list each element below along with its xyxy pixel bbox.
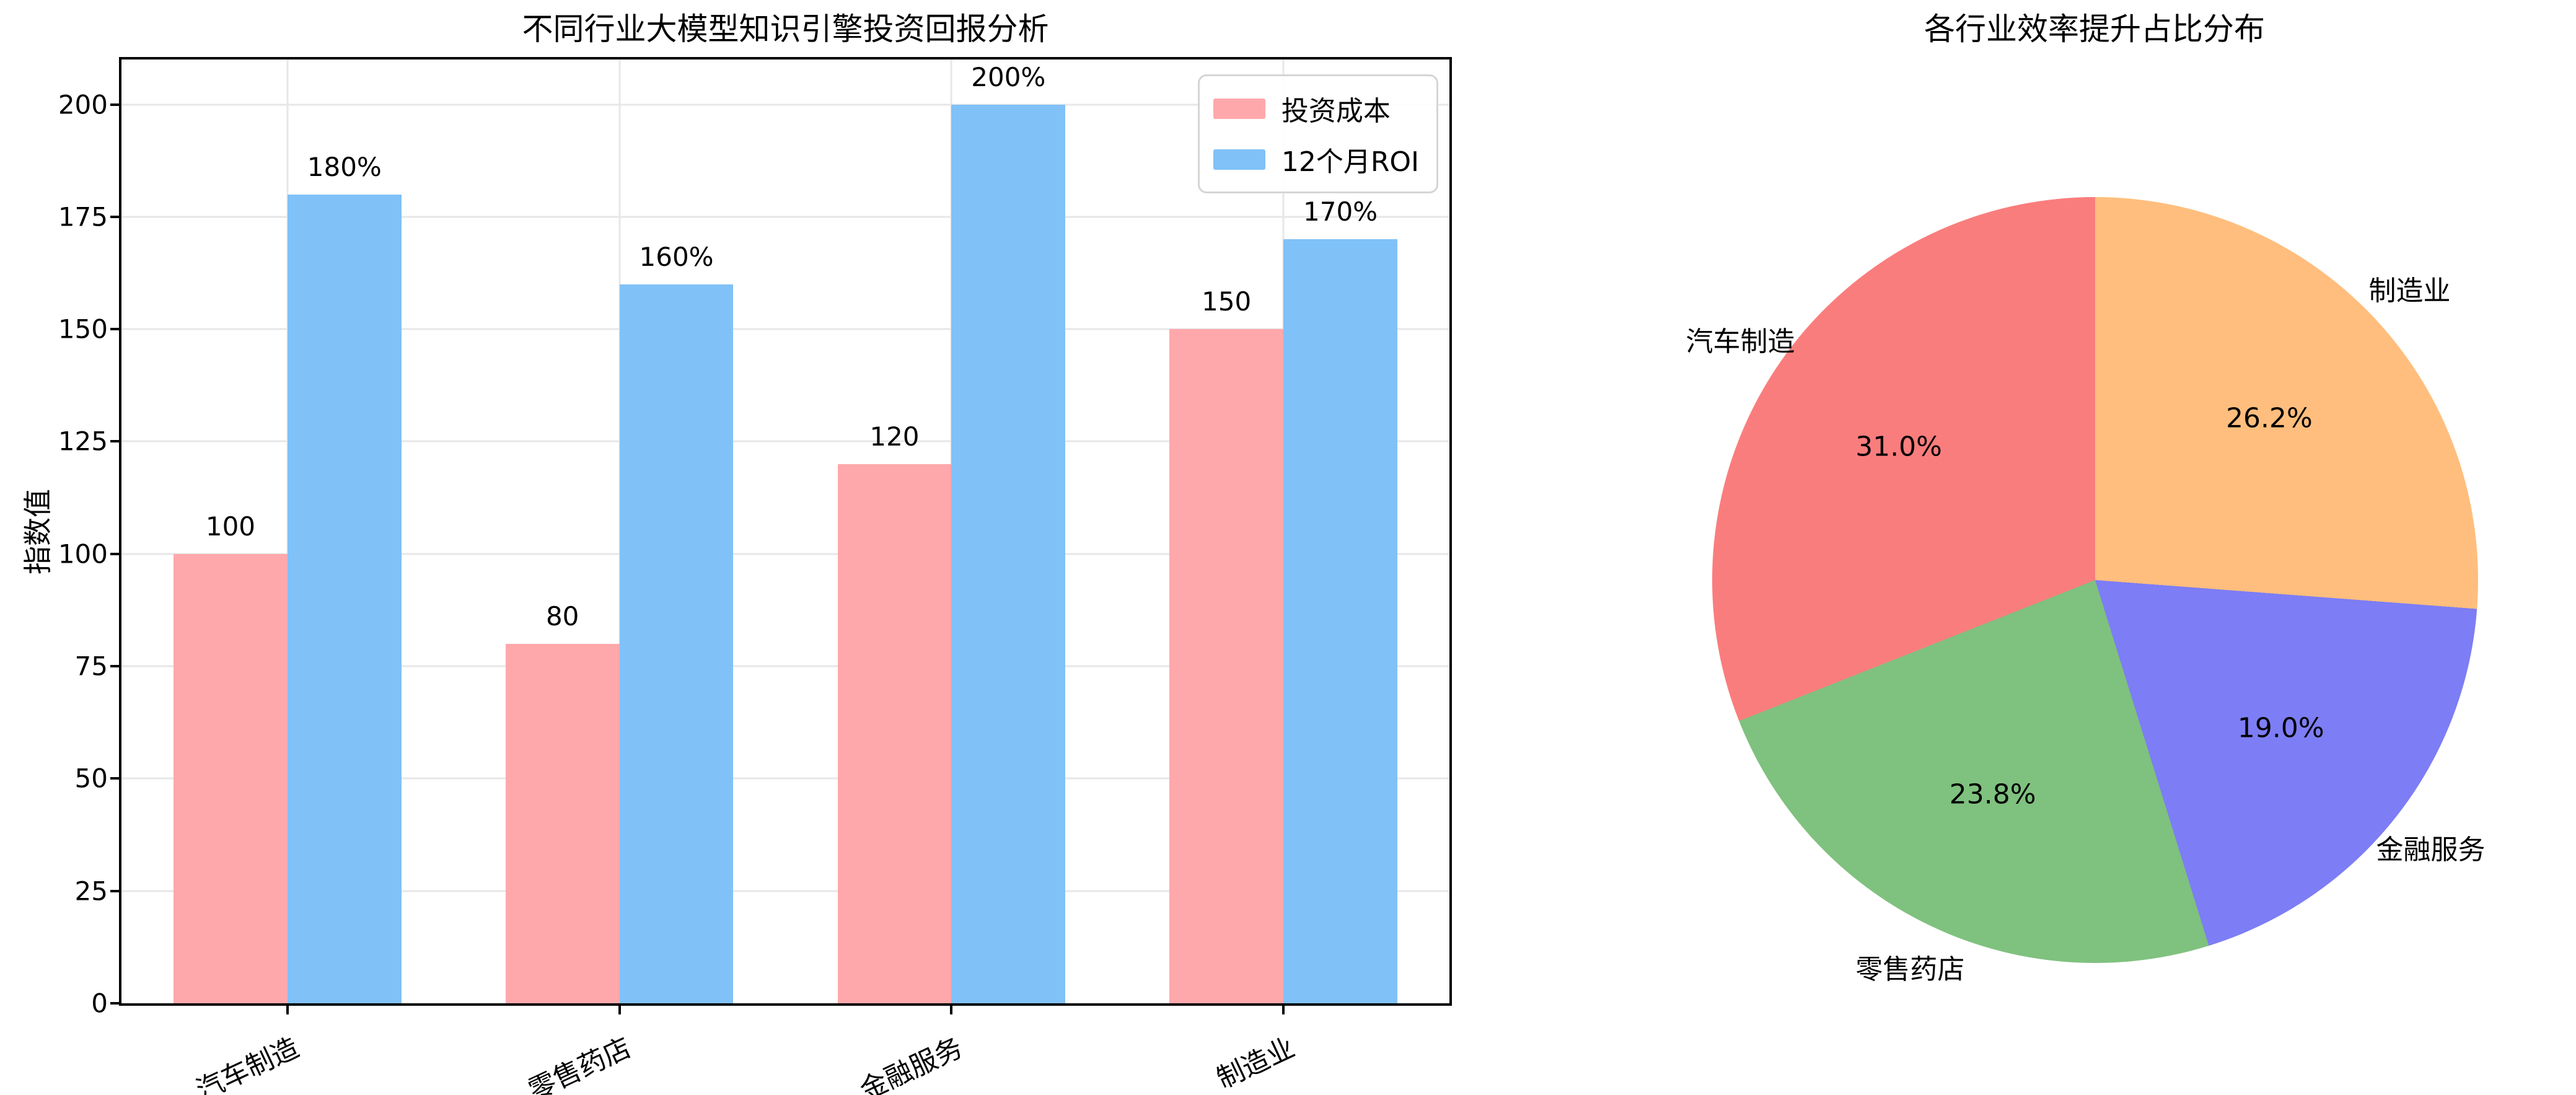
legend-item-investment-cost: 投资成本 [1213, 89, 1419, 128]
bar-cost-2 [837, 464, 952, 1003]
pie-slice-pct-label-3: 26.2% [2226, 402, 2313, 434]
pie-slice-pct-label-0: 31.0% [1855, 431, 1942, 463]
gridline-horizontal [121, 216, 1449, 218]
gridline-horizontal [121, 103, 1449, 106]
y-axis-tick-label: 75 [74, 651, 108, 682]
bar-value-label-roi-0: 180% [307, 151, 382, 182]
legend-swatch-investment-cost [1213, 98, 1265, 119]
bar-plot-area: 0 25 50 75 100 125 150 175 200 汽车制造 100 180% 零售药店 80 1… [58, 59, 1449, 1095]
gridline-horizontal [121, 777, 1449, 780]
pie-slice-label-1: 零售药店 [1855, 954, 1965, 986]
bar-value-label-roi-2: 200% [971, 61, 1046, 92]
y-axis-tick [110, 328, 121, 331]
x-axis-tick-label-3: 制造业 [1212, 1031, 1300, 1095]
bar-roi-2 [951, 104, 1066, 1003]
y-axis-tick [110, 1002, 121, 1005]
pie-chart-title: 各行业效率提升占比分布 [1924, 11, 2265, 47]
bar-value-label-cost-0: 100 [205, 511, 256, 542]
x-axis-tick-label-2: 金融服务 [855, 1031, 968, 1095]
y-axis-tick-label: 25 [74, 876, 108, 907]
y-axis-tick [110, 665, 121, 668]
y-axis-tick-label: 125 [58, 426, 108, 457]
bar-value-label-cost-2: 120 [869, 421, 920, 452]
bar-value-label-cost-1: 80 [545, 600, 579, 631]
bar-cost-0 [174, 553, 288, 1003]
bar-chart-title: 不同行业大模型知识引擎投资回报分析 [522, 11, 1049, 47]
bar-value-label-roi-1: 160% [639, 241, 714, 272]
y-axis-tick [110, 777, 121, 780]
x-axis-tick-label-0: 汽车制造 [191, 1031, 304, 1095]
bar-chart-axes: 0 25 50 75 100 125 150 175 200 汽车制造 100 180% 零售药店 80 1… [58, 57, 1452, 1095]
x-axis-tick [618, 1003, 621, 1014]
gridline-horizontal [121, 890, 1449, 892]
y-axis-tick-label: 100 [58, 539, 108, 569]
y-axis-tick-label: 200 [58, 89, 108, 120]
legend: 投资成本 12个月ROI [1197, 74, 1438, 193]
legend-item-roi: 12个月ROI [1213, 139, 1419, 179]
y-axis-tick-label: 175 [58, 201, 108, 232]
gridline-horizontal [121, 328, 1449, 330]
y-axis-tick [110, 215, 121, 218]
bar-roi-0 [287, 194, 402, 1003]
bar-value-label-cost-3: 150 [1202, 286, 1252, 317]
gridline-horizontal [121, 665, 1449, 667]
y-axis-tick-label: 150 [58, 314, 108, 345]
x-axis-tick-label-1: 零售药店 [523, 1031, 636, 1095]
bar-chart-y-axis-label: 指数值 [21, 489, 55, 574]
bar-roi-1 [619, 284, 734, 1003]
y-axis-tick [110, 889, 121, 892]
x-axis-tick [286, 1003, 289, 1014]
y-axis-tick [110, 552, 121, 555]
bar-roi-3 [1283, 239, 1397, 1003]
pie-slice-label-2: 金融服务 [2376, 834, 2486, 866]
x-axis-tick [1282, 1003, 1285, 1014]
legend-swatch-roi [1213, 149, 1265, 170]
legend-label-roi: 12个月ROI [1281, 146, 1419, 178]
y-axis-tick-label: 50 [74, 763, 108, 794]
pie-circle [1712, 197, 2478, 963]
legend-label-investment-cost: 投资成本 [1281, 95, 1391, 127]
pie-slice-pct-label-2: 19.0% [2237, 712, 2324, 744]
pie-chart: 制造业 26.2% 金融服务 19.0% 零售药店 23.8% 汽车制造 31.0% [1686, 197, 2486, 985]
x-axis-tick [950, 1003, 953, 1014]
gridline-horizontal [121, 553, 1449, 555]
pie-slice-pct-label-1: 23.8% [1949, 778, 2036, 811]
y-axis-tick-label: 0 [91, 988, 108, 1019]
y-axis-tick [110, 103, 121, 106]
pie-slice-label-0: 汽车制造 [1686, 325, 1795, 358]
bar-cost-1 [505, 643, 620, 1003]
y-axis-tick [110, 440, 121, 443]
bar-value-label-roi-3: 170% [1303, 196, 1378, 227]
bar-cost-3 [1169, 329, 1284, 1003]
gridline-horizontal [121, 440, 1449, 442]
pie-slice-label-3: 制造业 [2368, 275, 2451, 307]
